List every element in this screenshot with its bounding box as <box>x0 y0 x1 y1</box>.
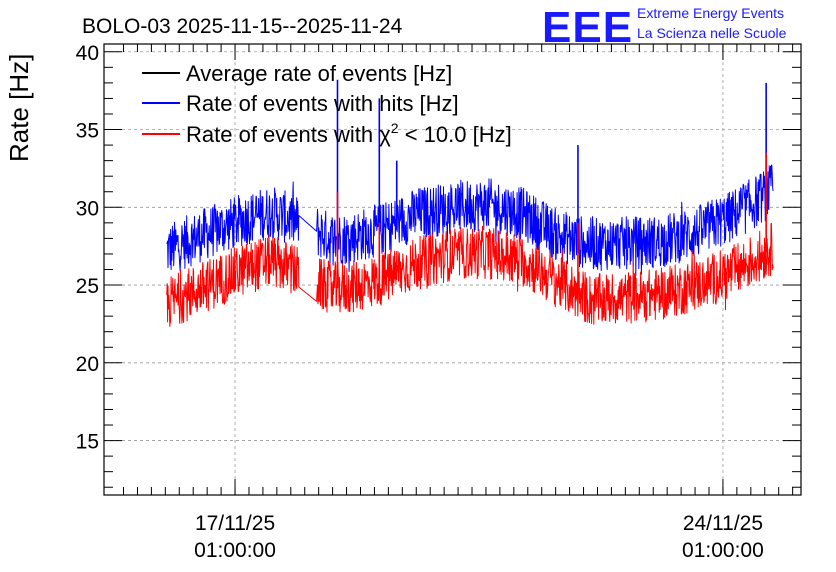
y-tick-label: 25 <box>76 275 99 298</box>
legend-label-hits: Rate of events with hits [Hz] <box>186 91 459 116</box>
legend: Average rate of events [Hz] Rate of even… <box>142 61 512 147</box>
x-tick-label-date: 17/11/25 <box>195 512 275 535</box>
y-axis-label: Rate [Hz] <box>4 54 34 162</box>
data-layer <box>166 79 774 327</box>
y-tick-label: 20 <box>76 353 99 376</box>
x-tick-label-time: 01:00:00 <box>194 539 276 562</box>
y-tick-label: 30 <box>76 197 99 220</box>
axis-layer: 15 20 25 30 35 40 17/11/25 01:00:00 24/11/25 01:0… <box>76 42 801 562</box>
x-tick-label-time: 01:00:00 <box>682 539 764 562</box>
x-tick-label-date: 24/11/25 <box>683 512 763 535</box>
legend-label-chi2: Rate of events with χ2 < 10.0 [Hz] <box>186 120 512 147</box>
logo-line-2: La Scienza nelle Scuole <box>637 25 787 41</box>
series-line-chi2 <box>166 222 774 327</box>
y-tick-label: 35 <box>76 120 99 143</box>
legend-label-average: Average rate of events [Hz] <box>186 61 452 86</box>
chart-title: BOLO-03 2025-11-15--2025-11-24 <box>82 15 403 38</box>
y-tick-label: 40 <box>76 42 99 65</box>
series-line-hits <box>166 164 774 276</box>
logo-line-1: Extreme Energy Events <box>637 5 784 21</box>
y-tick-label: 15 <box>76 431 99 454</box>
